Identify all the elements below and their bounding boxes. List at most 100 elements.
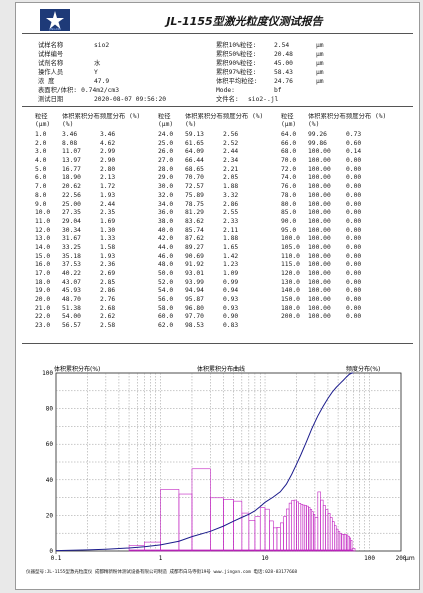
meta-value: 20.48 — [274, 51, 293, 58]
frequency-bar — [241, 512, 250, 552]
cell-size: 38.0 — [158, 217, 174, 225]
cell-size: 6.0 — [35, 174, 47, 182]
table-row: 7.0 20.62 1.72 30.0 72.57 1.88 76.0 100.00 0.00 — [35, 183, 405, 192]
table-row: 2.0 8.08 4.62 25.0 61.65 2.52 66.0 99.86 0.60 — [35, 140, 405, 149]
cell-frequency: 0.00 — [346, 174, 362, 182]
frequency-bar — [276, 527, 281, 552]
cell-size: 4.0 — [35, 157, 47, 165]
cell-size: 14.0 — [35, 243, 51, 251]
cell-frequency — [346, 322, 404, 331]
table-row: 4.0 13.97 2.90 27.0 66.44 2.34 70.0 100.00 0.00 — [35, 157, 405, 166]
table-row: 19.0 45.93 2.86 54.0 94.94 0.94 140.0 100.00 0.0… — [35, 287, 405, 296]
table-row: 1.0 3.46 3.46 24.0 59.13 2.56 64.0 99.26 0.73 — [35, 131, 405, 140]
cell-size: 58.0 — [158, 304, 174, 312]
cell-frequency: 0.94 — [223, 287, 239, 295]
cell-frequency: 0.00 — [346, 183, 362, 191]
cell-cumulative: 100.00 — [308, 313, 331, 321]
frequency-bar — [259, 507, 266, 552]
meta-right: 累积10%粒径: 2.54 μm 累积50%粒径: 20.48 μm 累积90%粒径: 4… — [216, 41, 406, 104]
x-tick-label: 0.1 — [51, 555, 62, 562]
frequency-bar — [191, 468, 211, 552]
cell-size: 25.0 — [158, 139, 174, 147]
company-logo: JINGXIN — [40, 9, 70, 31]
cell-size: 11.0 — [35, 217, 51, 225]
frequency-bar — [288, 502, 293, 552]
cell-cumulative: 30.34 — [62, 226, 81, 234]
cell-cumulative: 85.74 — [185, 226, 204, 234]
cell-frequency: 4.62 — [100, 139, 116, 147]
table-row: 3.0 11.07 2.99 26.0 64.09 2.44 68.0 100.00 0.14 — [35, 148, 405, 157]
svg-text:JINGXIN: JINGXIN — [48, 27, 61, 31]
cell-frequency: 1.88 — [223, 183, 239, 191]
cell-frequency: 0.99 — [223, 278, 239, 286]
frequency-bar — [248, 520, 256, 552]
meta-unit: μm — [316, 60, 324, 67]
cell-size: 34.0 — [158, 200, 174, 208]
cell-cumulative: 97.70 — [185, 313, 204, 321]
cell-cumulative: 75.89 — [185, 191, 204, 199]
table-body: 1.0 3.46 3.46 24.0 59.13 2.56 64.0 99.26 0.73 2.0… — [35, 131, 405, 331]
cell-frequency: 2.55 — [223, 209, 239, 217]
cell-frequency: 0.00 — [346, 287, 362, 295]
meta-unit: μm — [316, 69, 324, 76]
frequency-bar — [273, 527, 278, 552]
cell-size: 40.0 — [158, 226, 174, 234]
cell-frequency: 1.72 — [100, 183, 116, 191]
cell-size: 90.0 — [281, 217, 297, 225]
cell-cumulative: 100.00 — [308, 217, 331, 225]
chart-svg: 体积累积分布(%) 体积累积分布曲线 频度分布(%) 0204060801000… — [42, 365, 415, 562]
cell-cumulative: 11.07 — [62, 148, 81, 156]
cell-cumulative: 93.99 — [185, 278, 204, 286]
meta-label: 体积平均粒径: — [216, 78, 258, 85]
cell-cumulative: 78.75 — [185, 200, 204, 208]
cell-size: 60.0 — [158, 313, 174, 321]
frequency-bar — [279, 522, 284, 552]
table-row: 5.0 16.77 2.80 28.0 68.65 2.21 72.0 100.00 0.00 — [35, 166, 405, 175]
cell-size: 115.0 — [281, 261, 300, 269]
frequency-bar — [329, 517, 333, 552]
cell-size: 48.0 — [158, 261, 174, 269]
frequency-bar — [293, 499, 297, 552]
meta-label: 累积97%粒径: — [216, 69, 257, 76]
cell-frequency: 2.85 — [100, 278, 116, 286]
meta-unit: μm — [316, 51, 324, 58]
cell-cumulative: 64.09 — [185, 148, 204, 156]
cell-frequency: 0.83 — [223, 322, 239, 330]
cell-cumulative — [308, 322, 346, 331]
meta-row: 操作人员 Y — [38, 68, 213, 77]
meta-value: sio2-.jl — [248, 96, 279, 103]
cell-size: 23.0 — [35, 322, 51, 330]
meta-unit: μm — [316, 78, 324, 85]
meta-value: 24.76 — [274, 78, 293, 85]
cell-size: 72.0 — [281, 165, 297, 173]
frequency-bar — [233, 500, 243, 552]
cell-size: 32.0 — [158, 191, 174, 199]
cell-size: 42.0 — [158, 235, 174, 243]
cell-cumulative: 100.00 — [308, 226, 331, 234]
cell-size: 110.0 — [281, 252, 300, 260]
table-row: 15.0 35.18 1.93 46.0 90.69 1.42 110.0 100.00 0.0… — [35, 253, 405, 262]
cell-cumulative: 100.00 — [308, 278, 331, 286]
cell-frequency: 0.00 — [346, 270, 362, 277]
cell-cumulative: 96.80 — [185, 304, 204, 312]
table-row: 6.0 18.90 2.13 29.0 70.70 2.05 74.0 100.00 0.00 — [35, 174, 405, 183]
report-page: JINGXIN JL-1155型激光粒度仪测试报告 试样名称 sio2 试样编号 … — [15, 2, 420, 590]
header-size: 粒径 (μm) — [281, 113, 297, 128]
cell-cumulative: 99.26 — [308, 131, 327, 138]
cell-frequency: 2.56 — [223, 131, 239, 138]
cell-frequency: 2.36 — [100, 261, 116, 269]
meta-row: 累积90%粒径: 45.00 μm — [216, 59, 406, 68]
header-frequency: 频度分布 (%) — [100, 113, 141, 120]
frequency-bar — [254, 516, 261, 552]
meta-left: 试样名称 sio2 试样编号 试剂名称 水 操作人员 Y 浓 度 47.9 表面积/体积… — [38, 41, 213, 104]
meta-row: 浓 度 47.9 — [38, 77, 213, 86]
meta-value: 0.74m2/cm3 — [81, 87, 119, 94]
table-row: 21.0 51.38 2.68 58.0 96.80 0.93 180.0 100.00 0.0… — [35, 305, 405, 314]
cell-frequency: 0.00 — [346, 191, 362, 199]
cell-cumulative: 87.62 — [185, 235, 204, 243]
cell-frequency: 0.14 — [346, 148, 362, 156]
meta-row: Mode: bf — [216, 86, 406, 95]
cell-frequency: 0.90 — [223, 313, 239, 321]
table-row: 11.0 29.04 1.69 38.0 83.62 2.33 90.0 100.00 0.00 — [35, 218, 405, 227]
cell-size: 28.0 — [158, 165, 174, 173]
